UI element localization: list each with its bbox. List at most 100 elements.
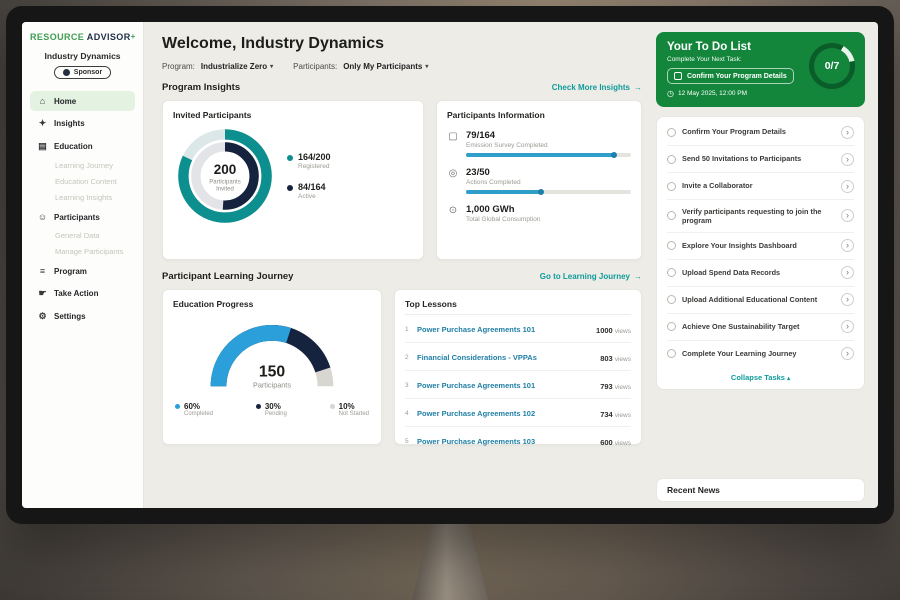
gauge-center-label: Participants <box>253 381 291 390</box>
chevron-up-icon: ▴ <box>787 375 791 382</box>
settings-icon: ⚙ <box>38 311 47 321</box>
lesson-row: 3 Power Purchase Agreements 101 793 views <box>405 371 631 399</box>
chevron-down-icon: ▾ <box>425 64 429 70</box>
main-content: Welcome, Industry Dynamics Program: Indu… <box>144 22 654 508</box>
chevron-right-icon[interactable]: › <box>841 239 854 253</box>
task-checkbox[interactable] <box>667 349 676 359</box>
task-checkbox[interactable] <box>674 72 682 80</box>
sidebar-menu: ⌂ Home ✦ Insights ▤ Education Learning J… <box>30 91 135 327</box>
sidebar-item-general-data[interactable]: General Data <box>55 230 100 240</box>
lesson-link[interactable]: Financial Considerations - VPPAs <box>417 352 537 362</box>
donut-legend: 164/200 Registered 84/164 Active <box>287 152 331 200</box>
sidebar-item-manage-participants[interactable]: Manage Participants <box>55 246 124 256</box>
due-date: ◷ 12 May 2025, 12:00 PM <box>667 89 747 98</box>
card-title: Invited Participants <box>173 110 252 120</box>
lesson-link[interactable]: Power Purchase Agreements 102 <box>417 408 536 418</box>
survey-icon: ▢ <box>448 131 458 142</box>
location-pin-icon: ⊙ <box>448 205 458 216</box>
todo-panel: Your To Do List Complete Your Next Task:… <box>654 22 878 508</box>
task-row-send-invitations[interactable]: Send 50 Invitations to Participants › <box>667 146 854 173</box>
progress-bar <box>466 190 631 194</box>
filter-bar: Program: Industrialize Zero ▾ Participan… <box>162 62 642 71</box>
chevron-right-icon[interactable]: › <box>841 266 854 280</box>
task-checkbox[interactable] <box>667 181 676 191</box>
participants-dropdown[interactable]: Only My Participants ▾ <box>343 62 429 71</box>
invited-participants-donut-chart: 200 Participants Invited <box>178 129 272 223</box>
task-row-complete-learning-journey[interactable]: Complete Your Learning Journey › <box>667 341 854 367</box>
sidebar-item-take-action[interactable]: ☛ Take Action <box>38 288 99 298</box>
task-checkbox[interactable] <box>667 268 676 278</box>
task-row-achieve-sustainability-target[interactable]: Achieve One Sustainability Target › <box>667 314 854 341</box>
logo-text-advisor: ADVISOR <box>86 32 131 42</box>
logo-plus: + <box>130 32 136 41</box>
sidebar-item-home[interactable]: ⌂ Home <box>30 91 135 111</box>
go-to-learning-journey-link[interactable]: Go to Learning Journey → <box>539 272 642 281</box>
task-checkbox[interactable] <box>667 322 676 332</box>
participants-information-card: Participants Information ▢ 79/164 Emissi… <box>436 100 642 260</box>
check-more-insights-link[interactable]: Check More Insights → <box>551 83 642 92</box>
legend-completed: 60% Completed <box>175 402 213 417</box>
legend-dot <box>287 155 293 161</box>
chevron-right-icon[interactable]: › <box>841 293 854 307</box>
target-icon: ◎ <box>448 168 458 179</box>
sidebar-item-settings[interactable]: ⚙ Settings <box>38 311 86 321</box>
chevron-right-icon[interactable]: › <box>841 209 854 223</box>
legend-dot <box>287 185 293 191</box>
lesson-link[interactable]: Power Purchase Agreements 101 <box>417 380 536 390</box>
task-checkbox[interactable] <box>667 127 676 137</box>
sidebar-item-education-content[interactable]: Education Content <box>55 176 117 186</box>
task-checkbox[interactable] <box>667 154 676 164</box>
arrow-right-icon: → <box>634 83 642 92</box>
actions-completed-row: ◎ 23/50 Actions Completed <box>447 167 631 194</box>
sponsor-icon <box>62 69 70 76</box>
lesson-link[interactable]: Power Purchase Agreements 101 <box>417 324 536 334</box>
page-title: Welcome, Industry Dynamics <box>162 35 384 52</box>
task-row-confirm-program[interactable]: Confirm Your Program Details › <box>667 119 854 146</box>
sidebar-item-insights[interactable]: ✦ Insights <box>38 118 85 128</box>
sidebar-item-learning-insights[interactable]: Learning Insights <box>55 192 113 202</box>
lesson-link[interactable]: Power Purchase Agreements 103 <box>417 436 536 446</box>
gauge-legend: 60% Completed 30% Pending <box>173 402 371 417</box>
card-title: Education Progress <box>173 299 254 309</box>
sidebar-item-learning-journey[interactable]: Learning Journey <box>55 160 113 170</box>
sidebar-item-education[interactable]: ▤ Education <box>38 141 93 151</box>
task-row-verify-participants[interactable]: Verify participants requesting to join t… <box>667 200 854 233</box>
sidebar-item-program[interactable]: ≡ Program <box>30 261 135 281</box>
chevron-right-icon[interactable]: › <box>841 152 854 166</box>
chevron-right-icon[interactable]: › <box>841 179 854 193</box>
clock-icon: ◷ <box>667 89 674 98</box>
card-title: Participants Information <box>447 110 545 120</box>
donut-center-value: 200 <box>214 162 237 177</box>
legend-dot <box>175 404 180 409</box>
donut-center-label: Invited <box>216 187 234 193</box>
todo-subtitle: Complete Your Next Task: <box>667 56 742 63</box>
sponsor-label: Sponsor <box>73 69 103 76</box>
chevron-down-icon: ▾ <box>270 64 274 70</box>
sidebar-item-participants[interactable]: ☺ Participants <box>37 212 100 222</box>
gauge-center-value: 150 <box>259 364 286 381</box>
todo-progress-ring: 0/7 <box>809 43 855 89</box>
task-row-invite-collaborator[interactable]: Invite a Collaborator › <box>667 173 854 200</box>
task-row-upload-educational-content[interactable]: Upload Additional Educational Content › <box>667 287 854 314</box>
task-row-upload-spend-data[interactable]: Upload Spend Data Records › <box>667 260 854 287</box>
take-action-icon: ☛ <box>38 288 47 298</box>
collapse-tasks-link[interactable]: Collapse Tasks ▴ <box>730 372 791 382</box>
top-lessons-card: Top Lessons 1 Power Purchase Agreements … <box>394 289 642 447</box>
program-dropdown[interactable]: Industrialize Zero ▾ <box>200 62 274 71</box>
chevron-right-icon[interactable]: › <box>841 320 854 334</box>
arrow-right-icon: → <box>634 272 642 281</box>
learning-journey-title: Participant Learning Journey <box>162 271 294 282</box>
sponsor-badge[interactable]: Sponsor <box>53 66 112 79</box>
education-progress-gauge-chart: 150 Participants <box>210 324 334 390</box>
education-progress-card: Education Progress 150 Participants <box>162 289 382 445</box>
task-checkbox[interactable] <box>667 295 676 305</box>
next-task-chip[interactable]: Confirm Your Program Details <box>667 68 794 84</box>
task-checkbox[interactable] <box>667 211 676 221</box>
task-checkbox[interactable] <box>667 241 676 251</box>
chevron-right-icon[interactable]: › <box>841 347 854 361</box>
monitor-bezel: RESOURCE ADVISOR+ Industry Dynamics Spon… <box>6 6 894 524</box>
chevron-right-icon[interactable]: › <box>841 125 854 139</box>
program-insights-title: Program Insights <box>162 82 241 93</box>
task-row-explore-insights[interactable]: Explore Your Insights Dashboard › <box>667 233 854 260</box>
invited-participants-card: Invited Participants 200 Participants In… <box>162 100 424 260</box>
